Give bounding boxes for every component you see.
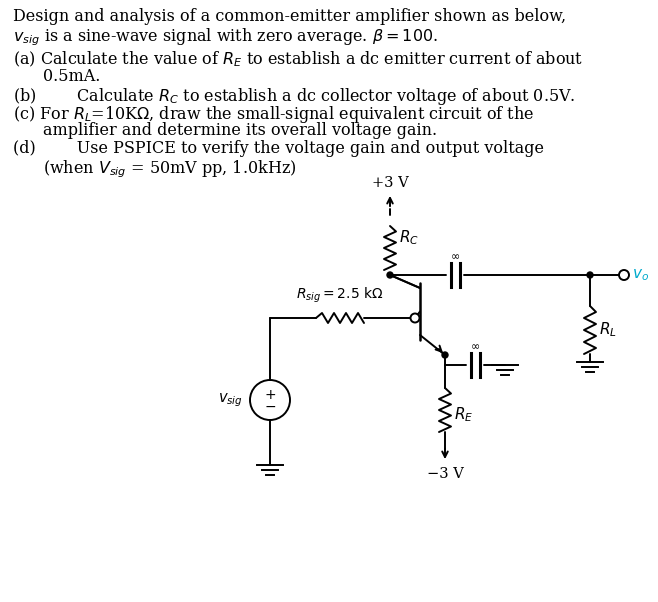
- Text: (a) Calculate the value of $R_E$ to establish a dc emitter current of about: (a) Calculate the value of $R_E$ to esta…: [13, 50, 584, 69]
- Circle shape: [250, 380, 290, 420]
- Text: $v_o$: $v_o$: [632, 267, 649, 283]
- Circle shape: [619, 270, 629, 280]
- Text: amplifier and determine its overall voltage gain.: amplifier and determine its overall volt…: [43, 122, 437, 139]
- Text: −3 V: −3 V: [426, 467, 463, 481]
- Text: 0.5mA.: 0.5mA.: [43, 68, 101, 85]
- Circle shape: [411, 314, 420, 323]
- Text: (when $V_{sig}$ = 50mV pp, 1.0kHz): (when $V_{sig}$ = 50mV pp, 1.0kHz): [43, 158, 297, 179]
- Text: +: +: [265, 388, 276, 402]
- Circle shape: [442, 352, 448, 358]
- Text: $R_{sig} = 2.5\ \mathrm{k}\Omega$: $R_{sig} = 2.5\ \mathrm{k}\Omega$: [296, 286, 384, 305]
- Text: $R_L$: $R_L$: [599, 321, 617, 340]
- Circle shape: [587, 272, 593, 278]
- Text: $R_C$: $R_C$: [399, 229, 419, 247]
- Text: (d)        Use PSPICE to verify the voltage gain and output voltage: (d) Use PSPICE to verify the voltage gai…: [13, 140, 544, 157]
- Text: Design and analysis of a common-emitter amplifier shown as below,: Design and analysis of a common-emitter …: [13, 8, 566, 25]
- Text: $v_{sig}$ is a sine-wave signal with zero average. $\beta = 100$.: $v_{sig}$ is a sine-wave signal with zer…: [13, 26, 438, 48]
- Text: $\infty$: $\infty$: [470, 341, 480, 351]
- Text: +3 V: +3 V: [372, 176, 409, 190]
- Text: $\infty$: $\infty$: [450, 251, 460, 261]
- Text: $v_{sig}$: $v_{sig}$: [218, 391, 243, 409]
- Text: (b)        Calculate $R_C$ to establish a dc collector voltage of about 0.5V.: (b) Calculate $R_C$ to establish a dc co…: [13, 86, 576, 107]
- Text: (c) For $R_L$=10K$\Omega$, draw the small-signal equivalent circuit of the: (c) For $R_L$=10K$\Omega$, draw the smal…: [13, 104, 534, 125]
- Text: −: −: [265, 400, 276, 414]
- Text: $R_E$: $R_E$: [454, 406, 473, 424]
- Circle shape: [387, 272, 393, 278]
